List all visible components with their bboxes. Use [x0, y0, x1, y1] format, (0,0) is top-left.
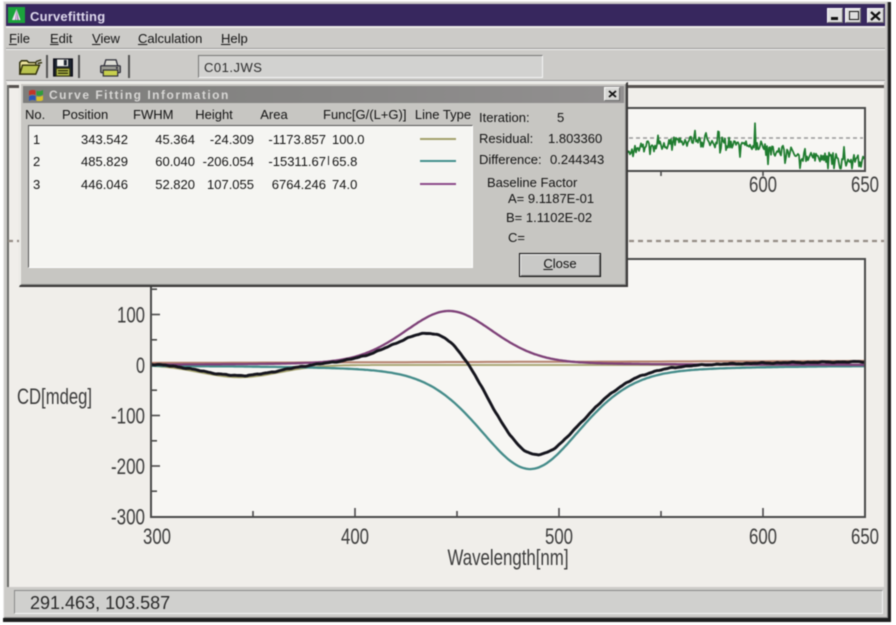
svg-text:100: 100 — [117, 302, 145, 327]
svg-text:Wavelength[nm]: Wavelength[nm] — [448, 545, 569, 570]
svg-text:CD[mdeg]: CD[mdeg] — [17, 384, 92, 409]
svg-text:600: 600 — [749, 524, 777, 549]
svg-text:500: 500 — [545, 524, 573, 549]
svg-text:650: 650 — [851, 172, 879, 197]
svg-text:-300: -300 — [111, 504, 145, 529]
svg-text:-200: -200 — [111, 454, 145, 479]
svg-text:400: 400 — [341, 524, 369, 549]
svg-text:600: 600 — [749, 172, 777, 197]
svg-text:0: 0 — [136, 353, 145, 378]
svg-text:-100: -100 — [111, 403, 145, 428]
svg-text:300: 300 — [143, 524, 171, 549]
svg-text:650: 650 — [851, 524, 879, 549]
